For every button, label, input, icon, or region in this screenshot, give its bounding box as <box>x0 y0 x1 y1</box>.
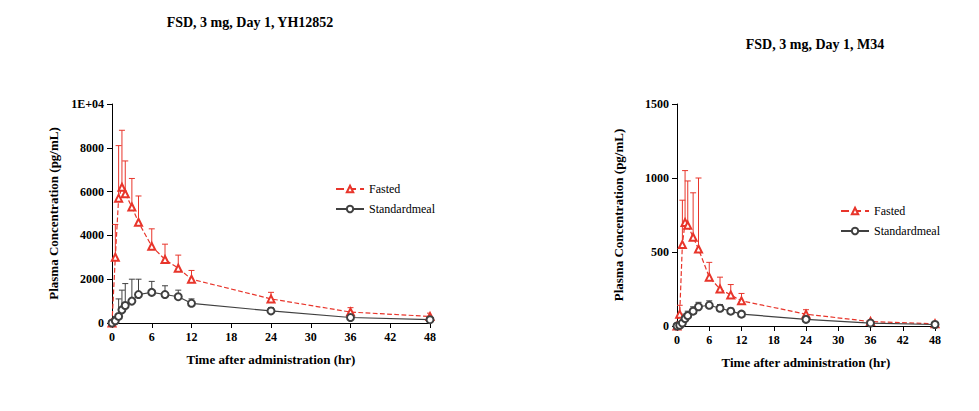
svg-text:24: 24 <box>265 330 277 344</box>
svg-text:36: 36 <box>865 333 877 347</box>
svg-text:42: 42 <box>384 330 396 344</box>
svg-text:2000: 2000 <box>80 272 104 286</box>
svg-text:0: 0 <box>98 316 104 330</box>
svg-text:FSD, 3 mg, Day 1, YH12852: FSD, 3 mg, Day 1, YH12852 <box>167 15 334 30</box>
svg-text:4000: 4000 <box>80 228 104 242</box>
svg-text:24: 24 <box>800 333 812 347</box>
svg-text:6: 6 <box>149 330 155 344</box>
svg-text:36: 36 <box>345 330 357 344</box>
svg-text:Fasted: Fasted <box>369 182 400 196</box>
svg-text:1E+04: 1E+04 <box>71 97 104 111</box>
svg-text:18: 18 <box>225 330 237 344</box>
svg-text:0: 0 <box>109 330 115 344</box>
svg-text:48: 48 <box>424 330 436 344</box>
svg-text:Time after administration (hr): Time after administration (hr) <box>722 355 891 370</box>
svg-text:Standardmeal: Standardmeal <box>369 202 436 216</box>
svg-text:1500: 1500 <box>645 97 669 111</box>
svg-text:6: 6 <box>706 333 712 347</box>
svg-text:FSD, 3 mg, Day 1, M34: FSD, 3 mg, Day 1, M34 <box>746 37 884 52</box>
svg-text:500: 500 <box>651 245 669 259</box>
svg-text:30: 30 <box>305 330 317 344</box>
svg-text:12: 12 <box>736 333 748 347</box>
svg-text:18: 18 <box>768 333 780 347</box>
svg-text:Time after administration (hr): Time after administration (hr) <box>187 352 356 367</box>
svg-text:8000: 8000 <box>80 141 104 155</box>
svg-text:6000: 6000 <box>80 185 104 199</box>
svg-text:48: 48 <box>929 333 941 347</box>
svg-text:0: 0 <box>663 319 669 333</box>
svg-text:1000: 1000 <box>645 171 669 185</box>
svg-text:Plasma Concentration (pg/mL): Plasma Concentration (pg/mL) <box>46 127 61 300</box>
svg-text:Fasted: Fasted <box>874 204 905 218</box>
svg-text:42: 42 <box>897 333 909 347</box>
svg-text:12: 12 <box>186 330 198 344</box>
svg-text:Plasma Concentration (pg/mL): Plasma Concentration (pg/mL) <box>611 129 626 302</box>
svg-text:30: 30 <box>832 333 844 347</box>
svg-text:0: 0 <box>674 333 680 347</box>
svg-text:Standardmeal: Standardmeal <box>874 224 941 238</box>
